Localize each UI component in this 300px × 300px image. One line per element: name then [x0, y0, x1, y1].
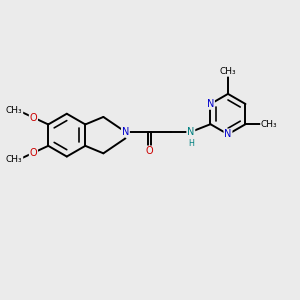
- Text: N: N: [187, 127, 194, 137]
- Text: CH₃: CH₃: [220, 67, 236, 76]
- Text: H: H: [188, 139, 194, 148]
- Text: CH₃: CH₃: [6, 155, 22, 164]
- Text: CH₃: CH₃: [6, 106, 22, 115]
- Text: N: N: [224, 129, 232, 139]
- Text: N: N: [207, 99, 214, 109]
- Text: N: N: [122, 127, 129, 137]
- Text: O: O: [30, 112, 37, 122]
- Text: CH₃: CH₃: [261, 120, 278, 129]
- Text: O: O: [30, 148, 37, 158]
- Text: O: O: [146, 146, 153, 156]
